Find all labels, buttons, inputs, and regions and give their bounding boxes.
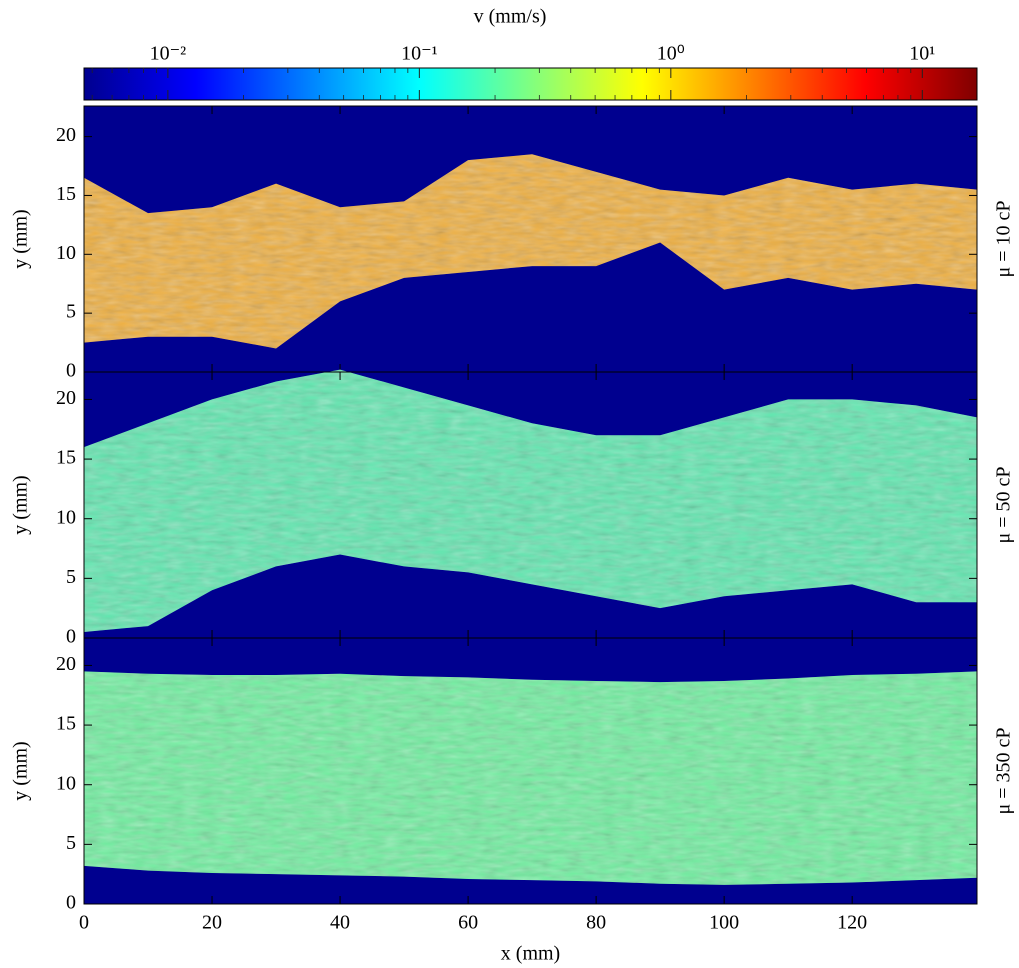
x-tick-label: 20	[202, 912, 222, 934]
x-tick-label: 0	[79, 912, 89, 934]
y-tick-label: 5	[66, 832, 76, 854]
panel-label: μ = 350 cP	[993, 727, 1015, 814]
panel-label: μ = 10 cP	[993, 200, 1015, 277]
colorbar-tick-label: 10¹	[909, 43, 935, 65]
y-tick-label: 5	[66, 566, 76, 588]
panel-frame	[83, 637, 978, 905]
y-tick-label: 5	[66, 301, 76, 323]
y-tick-label: 10	[56, 506, 76, 528]
flow-texture	[84, 369, 977, 633]
y-tick-label: 20	[56, 653, 76, 675]
colorbar-title: v (mm/s)	[474, 6, 547, 28]
y-tick-label: 20	[56, 124, 76, 146]
flow-texture	[84, 671, 977, 885]
x-tick-label: 100	[709, 912, 739, 934]
y-tick-label: 15	[56, 183, 76, 205]
y-tick-label: 20	[56, 387, 76, 409]
colorbar-tick-label: 10⁻¹	[401, 43, 438, 65]
y-tick-label: 15	[56, 447, 76, 469]
x-tick-label: 120	[837, 912, 867, 934]
x-tick-label: 60	[458, 912, 478, 934]
y-tick-label: 0	[66, 892, 76, 914]
y-tick-label: 0	[66, 360, 76, 382]
x-tick-label: 80	[586, 912, 606, 934]
y-tick-label: 15	[56, 713, 76, 735]
colorbar-tick-label: 10⁰	[657, 43, 685, 65]
colorbar-tick-label: 10⁻²	[150, 43, 187, 65]
flow-texture	[84, 154, 977, 349]
y-axis-label: y (mm)	[10, 475, 32, 534]
y-axis-label: y (mm)	[10, 209, 32, 268]
y-tick-label: 10	[56, 772, 76, 794]
y-tick-label: 10	[56, 242, 76, 264]
y-tick-label: 0	[66, 626, 76, 648]
x-tick-label: 40	[330, 912, 350, 934]
x-axis-label: x (mm)	[501, 943, 560, 965]
y-axis-label: y (mm)	[10, 741, 32, 800]
colorbar	[83, 67, 978, 101]
panel-label: μ = 50 cP	[993, 466, 1015, 543]
